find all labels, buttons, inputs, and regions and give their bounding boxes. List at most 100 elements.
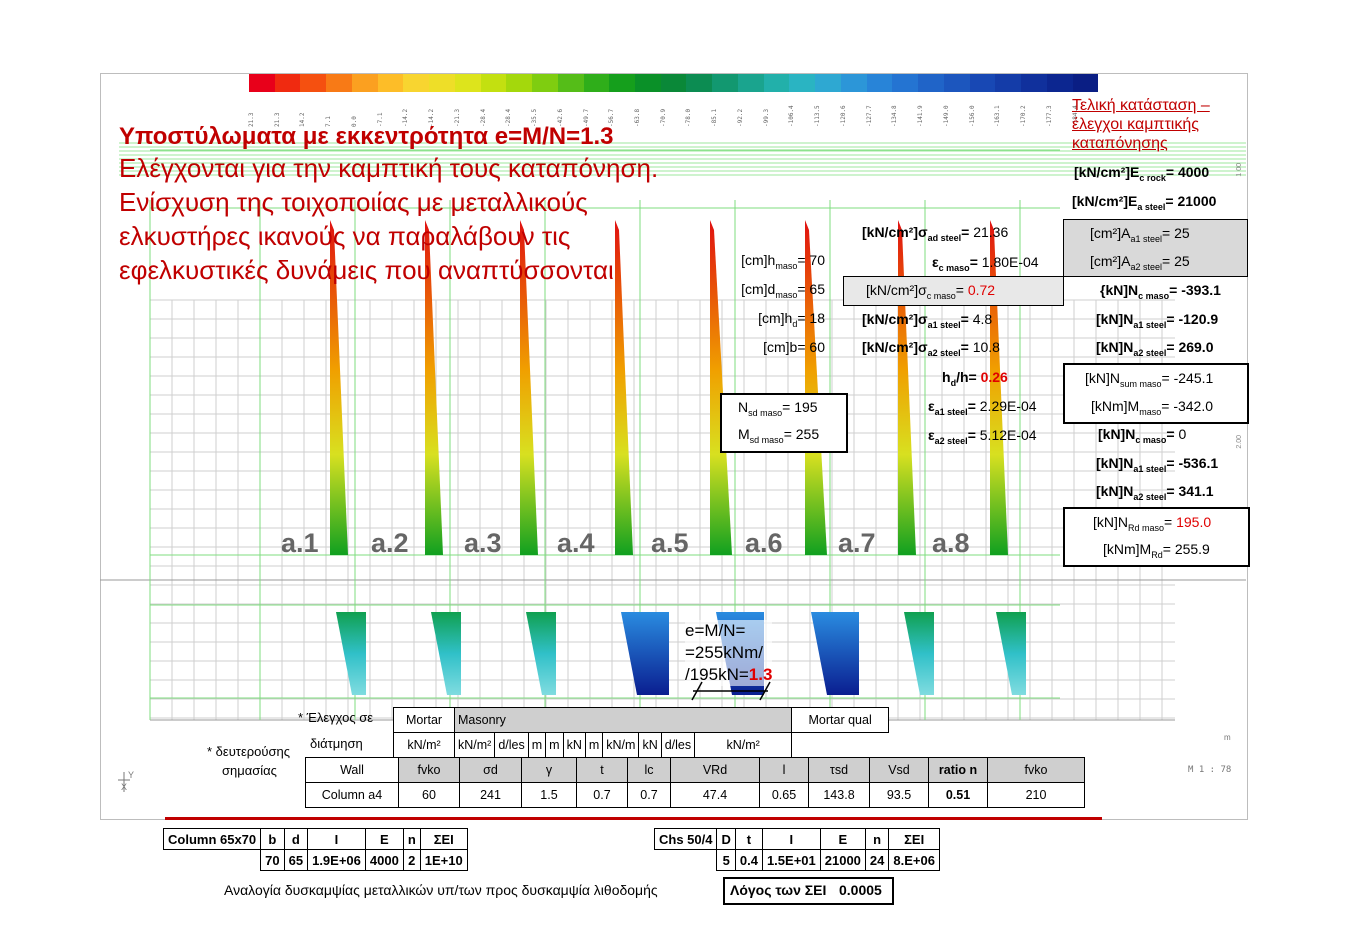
column-label-a5: a.5	[651, 528, 689, 558]
value-cell-3: 1.5	[521, 782, 577, 808]
eccentricity-note: e=M/N= =255kNm/ /195kN=1.3	[685, 620, 773, 686]
chs-head-1: D	[716, 828, 736, 850]
stress-diagram-pier-2	[425, 220, 443, 555]
value-cell-7: 0.65	[759, 782, 809, 808]
colorbar-step-0	[249, 74, 275, 92]
unit-cell-6: m	[584, 732, 604, 758]
values-row: Column a4 60 241 1.5 0.7 0.7 47.4 0.65 143.8 93.5…	[305, 782, 1085, 808]
col-head-5: n	[402, 828, 421, 850]
check-side-4: σημασίας	[222, 763, 277, 778]
colorbar-step-18	[712, 74, 738, 92]
colorbar-step-25	[892, 74, 919, 92]
col-val-5: 1E+10	[419, 849, 468, 871]
colorbar-tick-31: -177.3	[1045, 105, 1053, 127]
group-mortar-qual: Mortar qual	[791, 707, 890, 733]
sigma-ad-steel: [kN/cm²]σad steel= 21.36	[862, 224, 1009, 243]
e-c-rock: [kN/cm²]Ec rock= 4000	[1074, 164, 1210, 183]
na2-steel-1: [kN]Na2 steel= 269.0	[1096, 339, 1214, 358]
a1-steel: [cm²]Aa1 steel= 25	[1090, 225, 1190, 244]
unit-mark: m	[1224, 733, 1231, 742]
e-a-steel: [kN/cm²]Ea steel= 21000	[1072, 193, 1217, 212]
symbol-cell-3: γ	[521, 757, 577, 783]
check-side-2: διάτμηση	[310, 736, 363, 751]
na1-steel-2: [kN]Na1 steel= -536.1	[1096, 455, 1219, 474]
ratio-value: 0.0005	[839, 882, 882, 898]
chs-head-2: t	[734, 828, 763, 850]
chs-val-spacer	[655, 850, 717, 871]
colorbar-step-4	[351, 74, 378, 92]
scale-label: M 1 : 78	[1188, 765, 1232, 775]
colorbar-tick-29: -163.1	[994, 105, 1002, 127]
unit-cell-1: kN/m²	[453, 732, 496, 758]
chs-head-0: Chs 50/4	[653, 828, 718, 850]
param-b: [cm]b= 60	[763, 339, 825, 355]
sums-box: [kN]Nsum maso= -245.1 [kNm]Mmaso= -342.0	[1063, 363, 1249, 424]
chs-val-5: 8.E+06	[888, 849, 940, 871]
symbol-cell-0: Wall	[305, 757, 399, 783]
axis-label-right-b: 2.00	[1236, 435, 1243, 449]
colorbar-step-7	[429, 74, 455, 92]
chs-val-2: 1.5E+01	[761, 849, 821, 871]
sigma-c-maso: [kN/cm²]σc maso= 0.72	[866, 282, 996, 301]
chs-val-4: 24	[864, 849, 890, 871]
colorbar-step-28	[969, 74, 996, 92]
symbol-cell-6: VRd	[670, 757, 760, 783]
colorbar-step-2	[300, 74, 327, 92]
nc-maso-1: {kN]Nc maso= -393.1	[1100, 282, 1221, 301]
col-val-3: 4000	[364, 849, 404, 871]
colorbar-tick-20: -99.3	[762, 108, 770, 127]
eps-a2: εa2 steel= 5.12E-04	[928, 427, 1037, 446]
colorbar-step-13	[583, 74, 610, 92]
stress-diagram-pier-3	[520, 220, 538, 555]
colorbar-step-15	[635, 74, 661, 92]
unit-cell-0: kN/m²	[393, 732, 455, 758]
color-scale-bar	[249, 74, 1099, 92]
colorbar-step-26	[918, 74, 944, 92]
n-sum-maso: [kN]Nsum maso= -245.1	[1085, 370, 1214, 389]
m-maso: [kNm]Mmaso= -342.0	[1091, 398, 1214, 417]
base-stress-block-4	[621, 612, 669, 695]
column-label-a6: a.6	[745, 528, 783, 558]
value-cell-9: 93.5	[869, 782, 929, 808]
dimension-arrow	[691, 681, 771, 701]
colorbar-step-12	[557, 74, 584, 92]
title-block: Υποστύλωματα με εκκεντρότητα e=M/N=1.3 Ε…	[119, 122, 658, 287]
unit-cell-9: d/les	[660, 732, 696, 758]
col-head-4: E	[364, 828, 404, 850]
chs-val-0: 5	[716, 849, 736, 871]
stress-diagram-pier-4	[615, 220, 633, 555]
colorbar-step-16	[660, 74, 687, 92]
base-stress-block-7	[904, 612, 934, 695]
resistance-box: [kN]NRd maso= 195.0 [kNm]MRd= 255.9	[1063, 507, 1250, 567]
unit-cell-10: kN/m²	[694, 732, 793, 758]
hd-h: hd/h= 0.26	[942, 369, 1008, 388]
a2-steel: [cm²]Aa2 steel= 25	[1090, 253, 1190, 272]
units-row: kN/m² kN/m² d/les m m kN m kN/m kN d/les kN/m²	[393, 732, 889, 758]
chs-val-1: 0.4	[734, 849, 763, 871]
colorbar-step-1	[274, 74, 301, 92]
value-cell-4: 0.7	[576, 782, 628, 808]
shear-check-table: Mortar Masonry Mortar qual kN/m² kN/m² d/l…	[393, 707, 890, 758]
colorbar-step-32	[1072, 74, 1099, 92]
colorbar-step-14	[609, 74, 636, 92]
col-val-4: 2	[402, 849, 421, 871]
symbol-cell-7: l	[759, 757, 809, 783]
column-label-a1: a.1	[281, 528, 319, 558]
side-title-line-3: καταπόνησης	[1072, 135, 1168, 152]
colorbar-tick-16: -70.9	[659, 108, 667, 127]
unit-cell-8: kN	[638, 732, 662, 758]
value-cell-5: 0.7	[627, 782, 671, 808]
col-val-2: 1.9E+06	[307, 849, 366, 871]
colorbar-tick-27: -149.0	[942, 105, 950, 127]
group-masonry: Masonry	[453, 707, 793, 733]
axis-cross-icon	[118, 772, 130, 792]
symbol-cell-2: σd	[459, 757, 522, 783]
colorbar-step-20	[763, 74, 790, 92]
chs-table-values: 5 0.4 1.5E+01 21000 24 8.E+06	[655, 849, 940, 871]
sigma-a1: [kN/cm²]σa1 steel= 4.8	[862, 311, 993, 330]
col-val-1: 65	[283, 849, 309, 871]
eps-c-maso: εc maso= 1.80E-04	[932, 254, 1039, 273]
column-label-a3: a.3	[464, 528, 502, 558]
